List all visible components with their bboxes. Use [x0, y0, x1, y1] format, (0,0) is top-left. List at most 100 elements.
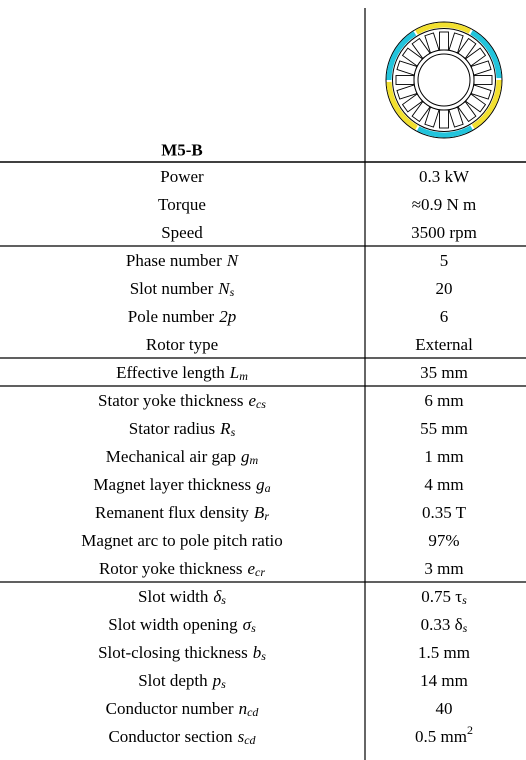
subscript: s: [231, 425, 236, 439]
value-text: 97%: [428, 531, 459, 550]
parameter-name: Magnet layer thickness ga: [93, 475, 270, 496]
name-text: Rotor type: [146, 335, 218, 354]
name-text: Slot width: [138, 587, 209, 606]
value-text: 6 mm: [424, 391, 463, 410]
symbol: N: [226, 251, 240, 270]
symbol: g: [241, 447, 250, 466]
symbol: L: [229, 363, 239, 382]
parameter-name: Slot width opening σs: [108, 615, 256, 636]
parameter-name: Slot depth ps: [138, 671, 226, 692]
parameter-name: Pole number 2p: [128, 307, 236, 326]
name-text: Speed: [161, 223, 203, 242]
parameter-value: 40: [436, 699, 453, 718]
subscript: cd: [244, 733, 256, 747]
symbol: e: [248, 559, 256, 578]
parameter-name: Torque: [158, 195, 206, 214]
value-text: ≈0.9 N m: [412, 195, 477, 214]
motor-cross-section: [385, 21, 503, 139]
parameter-value: 1.5 mm: [418, 643, 470, 662]
parameter-name: Magnet arc to pole pitch ratio: [81, 531, 283, 550]
parameter-value: 3 mm: [424, 559, 463, 578]
slot: [473, 75, 493, 85]
subscript: cd: [247, 705, 259, 719]
parameter-name: Remanent flux density Br: [95, 503, 269, 524]
parameter-value: 1 mm: [424, 447, 463, 466]
value-subscript: s: [463, 621, 468, 635]
shaft: [417, 53, 471, 107]
value-text: 1.5 mm: [418, 643, 470, 662]
value-text: 20: [436, 279, 453, 298]
parameter-value: 55 mm: [420, 419, 468, 438]
name-text: Pole number: [128, 307, 215, 326]
slot: [439, 109, 449, 129]
parameter-value: ≈0.9 N m: [412, 195, 477, 214]
name-text: Slot depth: [138, 671, 208, 690]
subscript: cs: [256, 397, 266, 411]
parameter-name: Speed: [161, 223, 203, 242]
magnet: [417, 125, 473, 138]
subscript: r: [264, 509, 269, 523]
name-text: Slot number: [130, 279, 214, 298]
name-text: Stator yoke thickness: [98, 391, 243, 410]
parameter-value: 0.5 mm2: [415, 723, 473, 746]
parameter-name: Rotor type: [146, 335, 218, 354]
parameter-name: Conductor number ncd: [106, 699, 260, 720]
magnet: [386, 81, 418, 130]
value-text: 6: [440, 307, 449, 326]
value-text: 0.35 T: [422, 503, 467, 522]
value-text: External: [415, 335, 473, 354]
slot: [439, 31, 449, 51]
parameter-value: External: [415, 335, 473, 354]
magnet: [471, 79, 502, 129]
subscript: s: [251, 621, 256, 635]
parameter-name: Effective length Lm: [116, 363, 248, 384]
parameter-value: 35 mm: [420, 363, 468, 382]
parameter-value: 20: [436, 279, 453, 298]
parameter-name: Rotor yoke thickness ecr: [99, 559, 265, 580]
value-text: 5: [440, 251, 449, 270]
name-text: Rotor yoke thickness: [99, 559, 243, 578]
parameter-value: 0.3 kW: [419, 167, 470, 186]
value-text: 3 mm: [424, 559, 463, 578]
symbol: N: [217, 279, 231, 298]
parameter-name: Slot width δs: [138, 587, 226, 608]
symbol: p: [212, 671, 222, 690]
value-text: 1 mm: [424, 447, 463, 466]
subscript: m: [239, 369, 248, 383]
symbol: n: [239, 699, 248, 718]
name-text: Torque: [158, 195, 206, 214]
parameter-value: 4 mm: [424, 475, 463, 494]
value-text: 14 mm: [420, 671, 468, 690]
symbol: σ: [243, 615, 252, 634]
parameter-value: 0.35 T: [422, 503, 467, 522]
symbol: B: [254, 503, 265, 522]
parameter-value: 5: [440, 251, 449, 270]
parameter-name: Mechanical air gap gm: [106, 447, 259, 468]
symbol: δ: [213, 587, 222, 606]
name-text: Remanent flux density: [95, 503, 249, 522]
subscript: s: [221, 677, 226, 691]
parameter-name: Slot-closing thickness bs: [98, 643, 266, 664]
value-text: 0.75 τ: [421, 587, 462, 606]
subscript: s: [221, 593, 226, 607]
subscript: s: [261, 649, 266, 663]
slot: [395, 75, 415, 85]
parameter-name: Phase number N: [126, 251, 240, 270]
outer-ring: [385, 21, 503, 139]
subscript: cr: [255, 565, 265, 579]
magnet: [386, 31, 417, 81]
parameter-name: Conductor section scd: [108, 727, 256, 748]
name-text: Conductor number: [106, 699, 234, 718]
value-text: 35 mm: [420, 363, 468, 382]
parameter-value: 6: [440, 307, 449, 326]
value-text: 4 mm: [424, 475, 463, 494]
parameter-name: Slot number Ns: [130, 279, 235, 300]
name-text: Power: [160, 167, 204, 186]
name-text: Effective length: [116, 363, 225, 382]
name-text: Mechanical air gap: [106, 447, 236, 466]
subscript: s: [230, 285, 235, 299]
symbol: g: [256, 475, 265, 494]
parameter-name: Power: [160, 167, 204, 186]
name-text: Slot width opening: [108, 615, 238, 634]
